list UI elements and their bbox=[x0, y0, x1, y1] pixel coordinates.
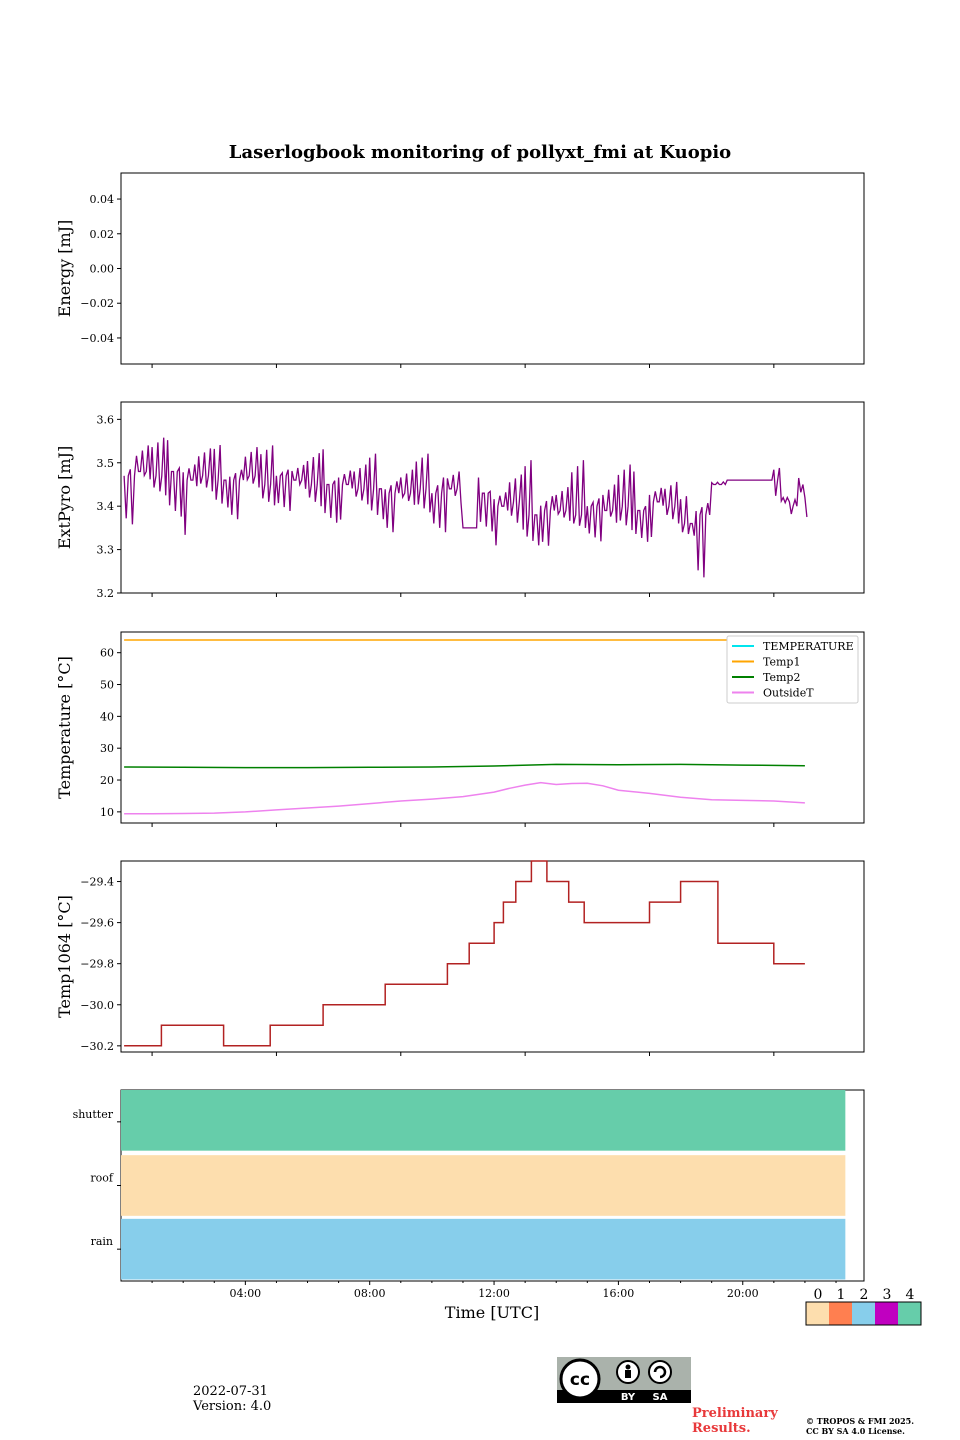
footer-version: Version: 4.0 bbox=[193, 1399, 272, 1414]
panels-group: 0.04 0.02 0.00 −0.02 −0.04 Energy [mJ] 3.6 3.5 3… bbox=[55, 172, 865, 1300]
energy-y-tick-label: 0.02 bbox=[90, 228, 115, 241]
temperature-series-temp2 bbox=[124, 763, 805, 769]
colorbar-swatch-4 bbox=[898, 1302, 921, 1325]
temperature-y-tick-label: 20 bbox=[100, 774, 114, 787]
x-tick-label: 08:00 bbox=[354, 1287, 386, 1300]
temp1064-y-tick-label: −29.8 bbox=[80, 958, 114, 971]
temp1064-y-axis-label: Temp1064 [°C] bbox=[55, 895, 74, 1018]
temperature-y-tick-label: 50 bbox=[100, 679, 114, 692]
extpyro-y-tick-label: 3.3 bbox=[97, 544, 115, 557]
colorbar-frame bbox=[805, 1301, 922, 1326]
colorbar-label-3: 3 bbox=[883, 1287, 892, 1303]
by-icon-head bbox=[625, 1364, 631, 1370]
legend-label-temp1: Temp1 bbox=[763, 656, 800, 669]
extpyro-y-axis-label: ExtPyro [mJ] bbox=[55, 446, 74, 549]
sa-icon bbox=[648, 1360, 672, 1384]
status-band-roof bbox=[121, 1155, 846, 1216]
extpyro-y-tick-label: 3.4 bbox=[97, 500, 115, 513]
x-tick-label: 20:00 bbox=[727, 1287, 759, 1300]
sa-label: SA bbox=[653, 1392, 668, 1403]
extpyro-axes-frame bbox=[120, 401, 865, 594]
temperature-y-tick-label: 60 bbox=[100, 647, 114, 660]
colorbar-label-1: 1 bbox=[837, 1287, 846, 1303]
extpyro-series-line bbox=[123, 437, 808, 578]
status-label-rain: rain bbox=[91, 1235, 113, 1248]
cc-icon bbox=[559, 1358, 601, 1400]
colorbar-swatch-0 bbox=[806, 1302, 829, 1325]
extpyro-y-tick-label: 3.6 bbox=[97, 413, 115, 426]
x-axis-label: Time [UTC] bbox=[445, 1303, 539, 1322]
energy-y-tick-label: 0.04 bbox=[90, 193, 115, 206]
figure-title: Laserlogbook monitoring of pollyxt_fmi a… bbox=[229, 142, 731, 163]
by-label: BY bbox=[621, 1392, 636, 1403]
legend-label-outsidet: OutsideT bbox=[763, 687, 814, 700]
temp1064-y-tick-label: −29.4 bbox=[80, 876, 114, 889]
preliminary-notice: Preliminary Results. bbox=[692, 1406, 778, 1436]
x-tick-label: 04:00 bbox=[229, 1287, 261, 1300]
energy-y-tick-label: −0.04 bbox=[80, 332, 114, 345]
temp1064-series-temp1064 bbox=[124, 860, 805, 1047]
status-label-roof: roof bbox=[90, 1172, 114, 1185]
temperature-legend-box bbox=[726, 635, 859, 704]
status-band-rain bbox=[121, 1218, 846, 1280]
temp1064-y-tick-label: −29.6 bbox=[80, 917, 114, 930]
legend-label-temperature: TEMPERATURE bbox=[763, 640, 854, 653]
energy-y-axis-label: Energy [mJ] bbox=[55, 220, 74, 318]
legend-label-temp2: Temp2 bbox=[763, 671, 800, 684]
colorbar-label-4: 4 bbox=[906, 1287, 915, 1303]
extpyro-y-tick-label: 3.5 bbox=[97, 457, 115, 470]
colorbar-swatch-3 bbox=[875, 1302, 898, 1325]
cc-icon-text: cc bbox=[570, 1370, 590, 1390]
sa-icon-arrow bbox=[653, 1365, 667, 1379]
temperature-y-tick-label: 40 bbox=[100, 710, 114, 723]
extpyro-y-tick-label: 3.2 bbox=[97, 587, 115, 600]
temp1064-axes-frame bbox=[120, 860, 865, 1053]
x-tick-label: 12:00 bbox=[478, 1287, 510, 1300]
colorbar-label-0: 0 bbox=[814, 1287, 823, 1303]
colorbar-swatch-1 bbox=[829, 1302, 852, 1325]
energy-y-tick-label: 0.00 bbox=[90, 263, 115, 276]
copyright-line-1: © TROPOS & FMI 2025. bbox=[806, 1416, 915, 1426]
energy-axes-frame bbox=[120, 172, 865, 365]
cc-license-badge: cc BY SA bbox=[557, 1357, 691, 1403]
footer-date: 2022-07-31 bbox=[193, 1384, 268, 1399]
by-icon-body bbox=[625, 1370, 631, 1378]
temp1064-y-tick-label: −30.0 bbox=[80, 999, 114, 1012]
status-label-shutter: shutter bbox=[73, 1108, 114, 1121]
temp1064-y-tick-label: −30.2 bbox=[80, 1040, 114, 1053]
temperature-y-axis-label: Temperature [°C] bbox=[55, 656, 74, 799]
temperature-series-outsidet bbox=[124, 781, 805, 815]
colorbar-swatch-2 bbox=[852, 1302, 875, 1325]
status-band-shutter bbox=[121, 1090, 846, 1151]
temperature-y-tick-label: 30 bbox=[100, 742, 114, 755]
copyright-line-2: CC BY SA 4.0 License. bbox=[806, 1426, 905, 1436]
x-tick-label: 16:00 bbox=[603, 1287, 635, 1300]
temperature-y-tick-label: 10 bbox=[100, 806, 114, 819]
colorbar-label-2: 2 bbox=[860, 1287, 869, 1303]
energy-y-tick-label: −0.02 bbox=[80, 297, 114, 310]
copyright-notice: © TROPOS & FMI 2025. CC BY SA 4.0 Licens… bbox=[806, 1416, 914, 1436]
